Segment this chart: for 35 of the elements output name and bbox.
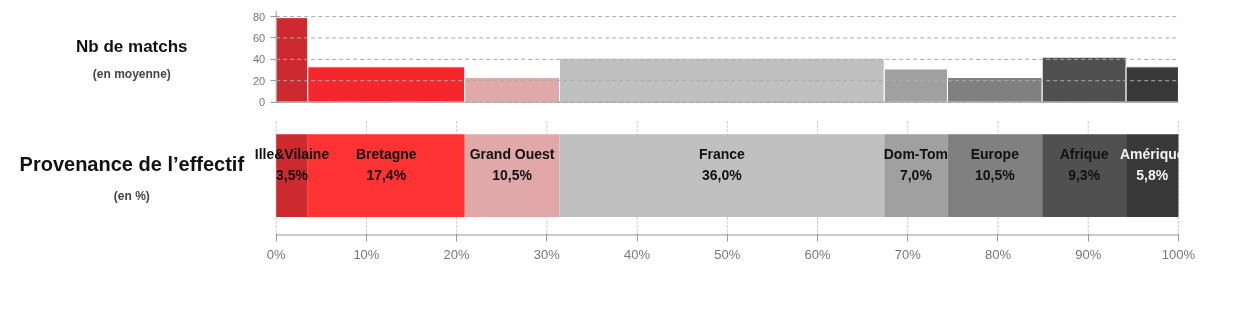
data-label: 7,0% [899,167,933,184]
data-label: 5,8% [1136,167,1169,184]
x-tick-label: 50% [714,246,741,262]
data-label: 10,5% [974,167,1016,184]
data-label: 9,3% [1068,167,1101,184]
series-label: Grand Ouest [469,146,555,163]
x-tick-label: 0% [266,246,287,262]
x-tick-label: 90% [1075,246,1102,262]
text: Nb de matchs [76,37,188,56]
series-label: Bretagne [355,146,417,163]
series-label: France [698,146,746,163]
y-tick-label: 20 [252,74,266,87]
text: (en moyenne) [92,66,171,81]
x-tick-label: 60% [804,246,831,262]
text: (en %) [113,189,150,204]
data-label: 17,4% [366,167,407,184]
series-label: Europe [970,146,1020,163]
x-tick-label: 80% [984,246,1012,262]
y-tick-label: 0 [259,96,266,109]
series-label: Dom-Tom [883,146,949,163]
data-label: 3,5% [276,167,309,184]
text: Provenance de l’effectif [19,153,245,176]
data-label: 10,5% [492,167,533,184]
x-tick-label: 70% [894,246,922,262]
bar [947,134,1043,218]
x-tick-label: 40% [624,246,651,262]
x-tick-label: 10% [353,246,380,262]
x-tick-label: 100% [1161,246,1196,262]
series-label: Afrique [1059,146,1109,163]
y-tick-label: 60 [252,31,266,44]
y-tick-label: 80 [252,10,266,23]
data-label: 36,0% [702,167,743,184]
x-tick-label: 20% [443,246,471,262]
y-tick-label: 40 [252,53,266,66]
x-tick-label: 30% [533,246,561,262]
